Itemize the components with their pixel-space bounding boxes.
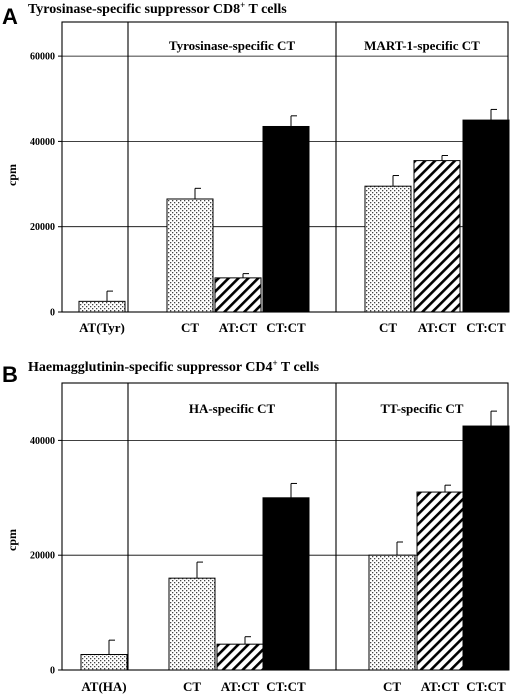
panel-b-y-tick-label: 0: [50, 666, 55, 677]
panel-b-y-tick-label: 40000: [30, 436, 55, 447]
panel-b: B Haemagglutinin-specific suppressor CD4…: [2, 358, 510, 694]
panel-a-group-label: MART-1-specific CT: [364, 38, 480, 53]
panel-a-bar: [462, 119, 510, 313]
panel-b-category-label: CT:CT: [266, 679, 306, 694]
panel-a-category-label: CT:CT: [466, 320, 506, 335]
panel-b-y-axis-label: cpm: [5, 529, 19, 551]
panel-a-bar: [78, 300, 126, 313]
panel-b-bar: [262, 497, 310, 671]
panel-b-bar: [80, 654, 128, 671]
panel-b-bar: [216, 643, 264, 671]
panel-a-title: Tyrosinase-specific suppressor CD8+ T ce…: [28, 0, 287, 17]
panel-b-group-label: TT-specific CT: [381, 401, 464, 416]
panel-a-bar: [413, 160, 461, 313]
panel-b-group-label: HA-specific CT: [189, 401, 276, 416]
panel-b-category-label: AT(HA): [81, 679, 126, 694]
panel-a-y-tick-label: 20000: [30, 222, 55, 233]
panel-a-group-label: Tyrosinase-specific CT: [169, 38, 296, 53]
panel-b-category-label: AT:CT: [421, 679, 460, 694]
panel-b-category-label: AT:CT: [221, 679, 260, 694]
panel-b-bar: [462, 425, 510, 671]
panel-b-plot: 0 20000 40000 AT(HA) HA-specific CT CT AT:CT CT…: [30, 382, 510, 694]
panel-a-category-label: AT(Tyr): [79, 320, 125, 335]
panel-a-category-label: AT:CT: [219, 320, 258, 335]
panel-a-category-label: CT: [379, 320, 397, 335]
panel-b-y-tick-label: 20000: [30, 551, 55, 562]
panel-b-category-label: CT:CT: [466, 679, 506, 694]
panel-b-bar: [416, 491, 464, 671]
panel-b-bar: [368, 554, 416, 671]
panel-a-bar: [166, 198, 214, 313]
panel-a-category-label: CT: [181, 320, 199, 335]
panel-b-title: Haemagglutinin-specific suppressor CD4+ …: [28, 358, 320, 375]
panel-a-letter: A: [2, 4, 18, 29]
panel-a-bar: [262, 125, 310, 313]
panel-a-bar: [214, 277, 262, 313]
panel-a-category-label: AT:CT: [418, 320, 457, 335]
panel-a-y-axis-label: cpm: [5, 164, 19, 186]
panel-a-y-tick-label: 0: [50, 308, 55, 319]
panel-b-letter: B: [2, 362, 18, 387]
panel-b-bar: [168, 577, 216, 671]
panel-a: A Tyrosinase-specific suppressor CD8+ T …: [2, 0, 510, 335]
panel-a-bar: [364, 185, 412, 313]
panel-b-category-label: CT: [183, 679, 201, 694]
panel-b-category-label: CT: [383, 679, 401, 694]
panel-a-y-tick-label: 40000: [30, 137, 55, 148]
panel-a-y-tick-label: 60000: [30, 52, 55, 63]
panel-a-category-label: CT:CT: [266, 320, 306, 335]
panel-a-plot: 0 20000 40000 60000 AT(Tyr) Tyrosinase-specif…: [30, 21, 510, 335]
